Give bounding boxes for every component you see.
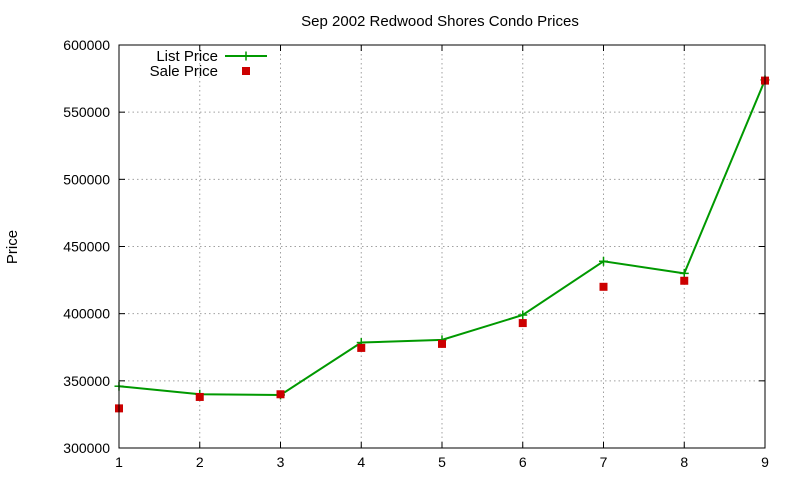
- data-point: [195, 392, 204, 401]
- x-tick-label: 3: [277, 454, 285, 470]
- chart-title: Sep 2002 Redwood Shores Condo Prices: [301, 13, 579, 30]
- x-tick-label: 4: [357, 454, 365, 470]
- data-point: [518, 310, 528, 320]
- plot-frame: [118, 44, 766, 449]
- data-point: [276, 390, 285, 399]
- data-point: [438, 339, 446, 348]
- data-point: [357, 343, 366, 352]
- y-tick-label: 550000: [63, 104, 110, 120]
- x-tick-label: 5: [438, 454, 446, 470]
- data-point: [518, 319, 527, 328]
- y-tick-label: 350000: [63, 373, 110, 389]
- data-point: [680, 276, 689, 285]
- x-tick-label: 2: [196, 454, 204, 470]
- x-tick-label: 9: [761, 454, 769, 470]
- data-point: [599, 282, 608, 291]
- series-0: [114, 75, 770, 400]
- x-tick-label: 7: [600, 454, 608, 470]
- data-point: [679, 268, 689, 278]
- tick-labels: 1 2 3 4 5 6 7 8 9 300000 350000 400000 450000 500000 5…: [63, 37, 769, 470]
- x-tick-label: 6: [519, 454, 527, 470]
- y-tick-label: 500000: [63, 171, 110, 187]
- y-tick-label: 400000: [63, 306, 110, 322]
- y-tick-label: 300000: [63, 440, 110, 456]
- y-axis-label: Price: [4, 230, 21, 264]
- legend-label: List Price: [156, 48, 218, 65]
- grid-lines: [119, 45, 765, 448]
- data-point: [599, 256, 608, 266]
- legend-label: Sale Price: [150, 63, 218, 80]
- x-tick-label: 8: [680, 454, 688, 470]
- legend-marker: [241, 51, 251, 61]
- y-tick-label: 450000: [63, 239, 110, 255]
- x-tick-label: 1: [115, 454, 123, 470]
- y-tick-label: 600000: [63, 37, 110, 53]
- legend-marker: [242, 67, 250, 75]
